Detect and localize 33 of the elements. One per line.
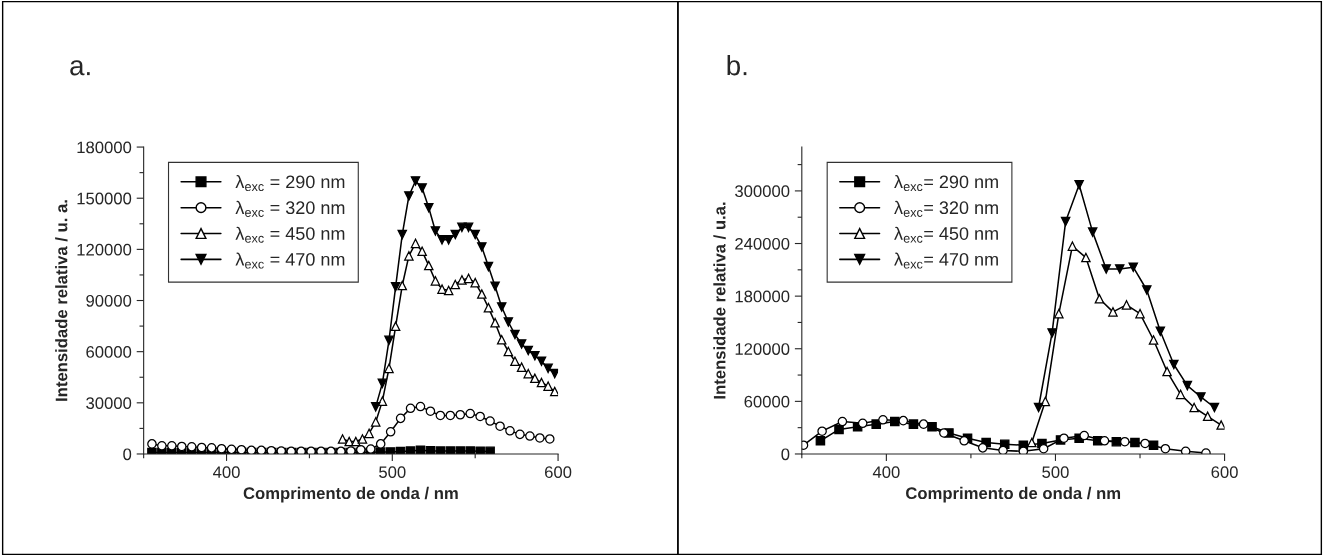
x-axis-title: Comprimento de onda / nm — [243, 486, 458, 503]
legend-label: λ$_{exc}$= 290 nm — [894, 174, 998, 192]
x-tick-label: 600 — [545, 466, 572, 479]
legend-label: λ$_{exc}$ = 450 nm — [235, 226, 345, 243]
y-axis-title: Intensidade relativa / u.a. — [713, 202, 726, 399]
x-axis-title: Comprimento de onda / nm — [906, 486, 1121, 503]
x-tick-label: 400 — [213, 466, 240, 479]
x-tick-label: 400 — [872, 466, 900, 479]
chart-title: a. — [70, 60, 90, 76]
y-tick-label: 120000 — [77, 243, 132, 256]
chart-title: b. — [727, 54, 747, 76]
legend-label: λ$_{exc}$= 470 nm — [894, 252, 998, 269]
y-axis-title: Intensidade relativa / u. a. — [55, 200, 68, 401]
x-tick-label: 500 — [1042, 466, 1069, 479]
y-tick-label: 180000 — [77, 141, 132, 154]
legend-label: λ$_{exc}$ = 470 nm — [235, 252, 345, 269]
y-tick-label: 60000 — [86, 346, 132, 358]
y-tick-label: 240000 — [735, 237, 790, 250]
x-tick-label: 600 — [1211, 466, 1238, 479]
y-tick-label: 0 — [781, 448, 790, 461]
y-tick-label: 30000 — [86, 397, 132, 410]
legend-label: λ$_{exc}$= 320 nm — [894, 200, 998, 217]
y-tick-label: 0 — [123, 448, 132, 461]
legend-label: λ$_{exc}$= 450 nm — [894, 226, 998, 243]
y-tick-label: 90000 — [86, 294, 132, 307]
y-tick-label: 120000 — [735, 343, 790, 355]
y-tick-label: 150000 — [77, 192, 132, 205]
y-tick-label: 180000 — [735, 290, 790, 303]
y-tick-label: 300000 — [735, 185, 790, 198]
legend-label: λ$_{exc}$ = 320 nm — [235, 200, 345, 217]
legend-label: λ$_{exc}$ = 290 nm — [235, 174, 345, 192]
y-tick-label: 60000 — [744, 395, 790, 408]
x-tick-label: 500 — [379, 466, 406, 479]
